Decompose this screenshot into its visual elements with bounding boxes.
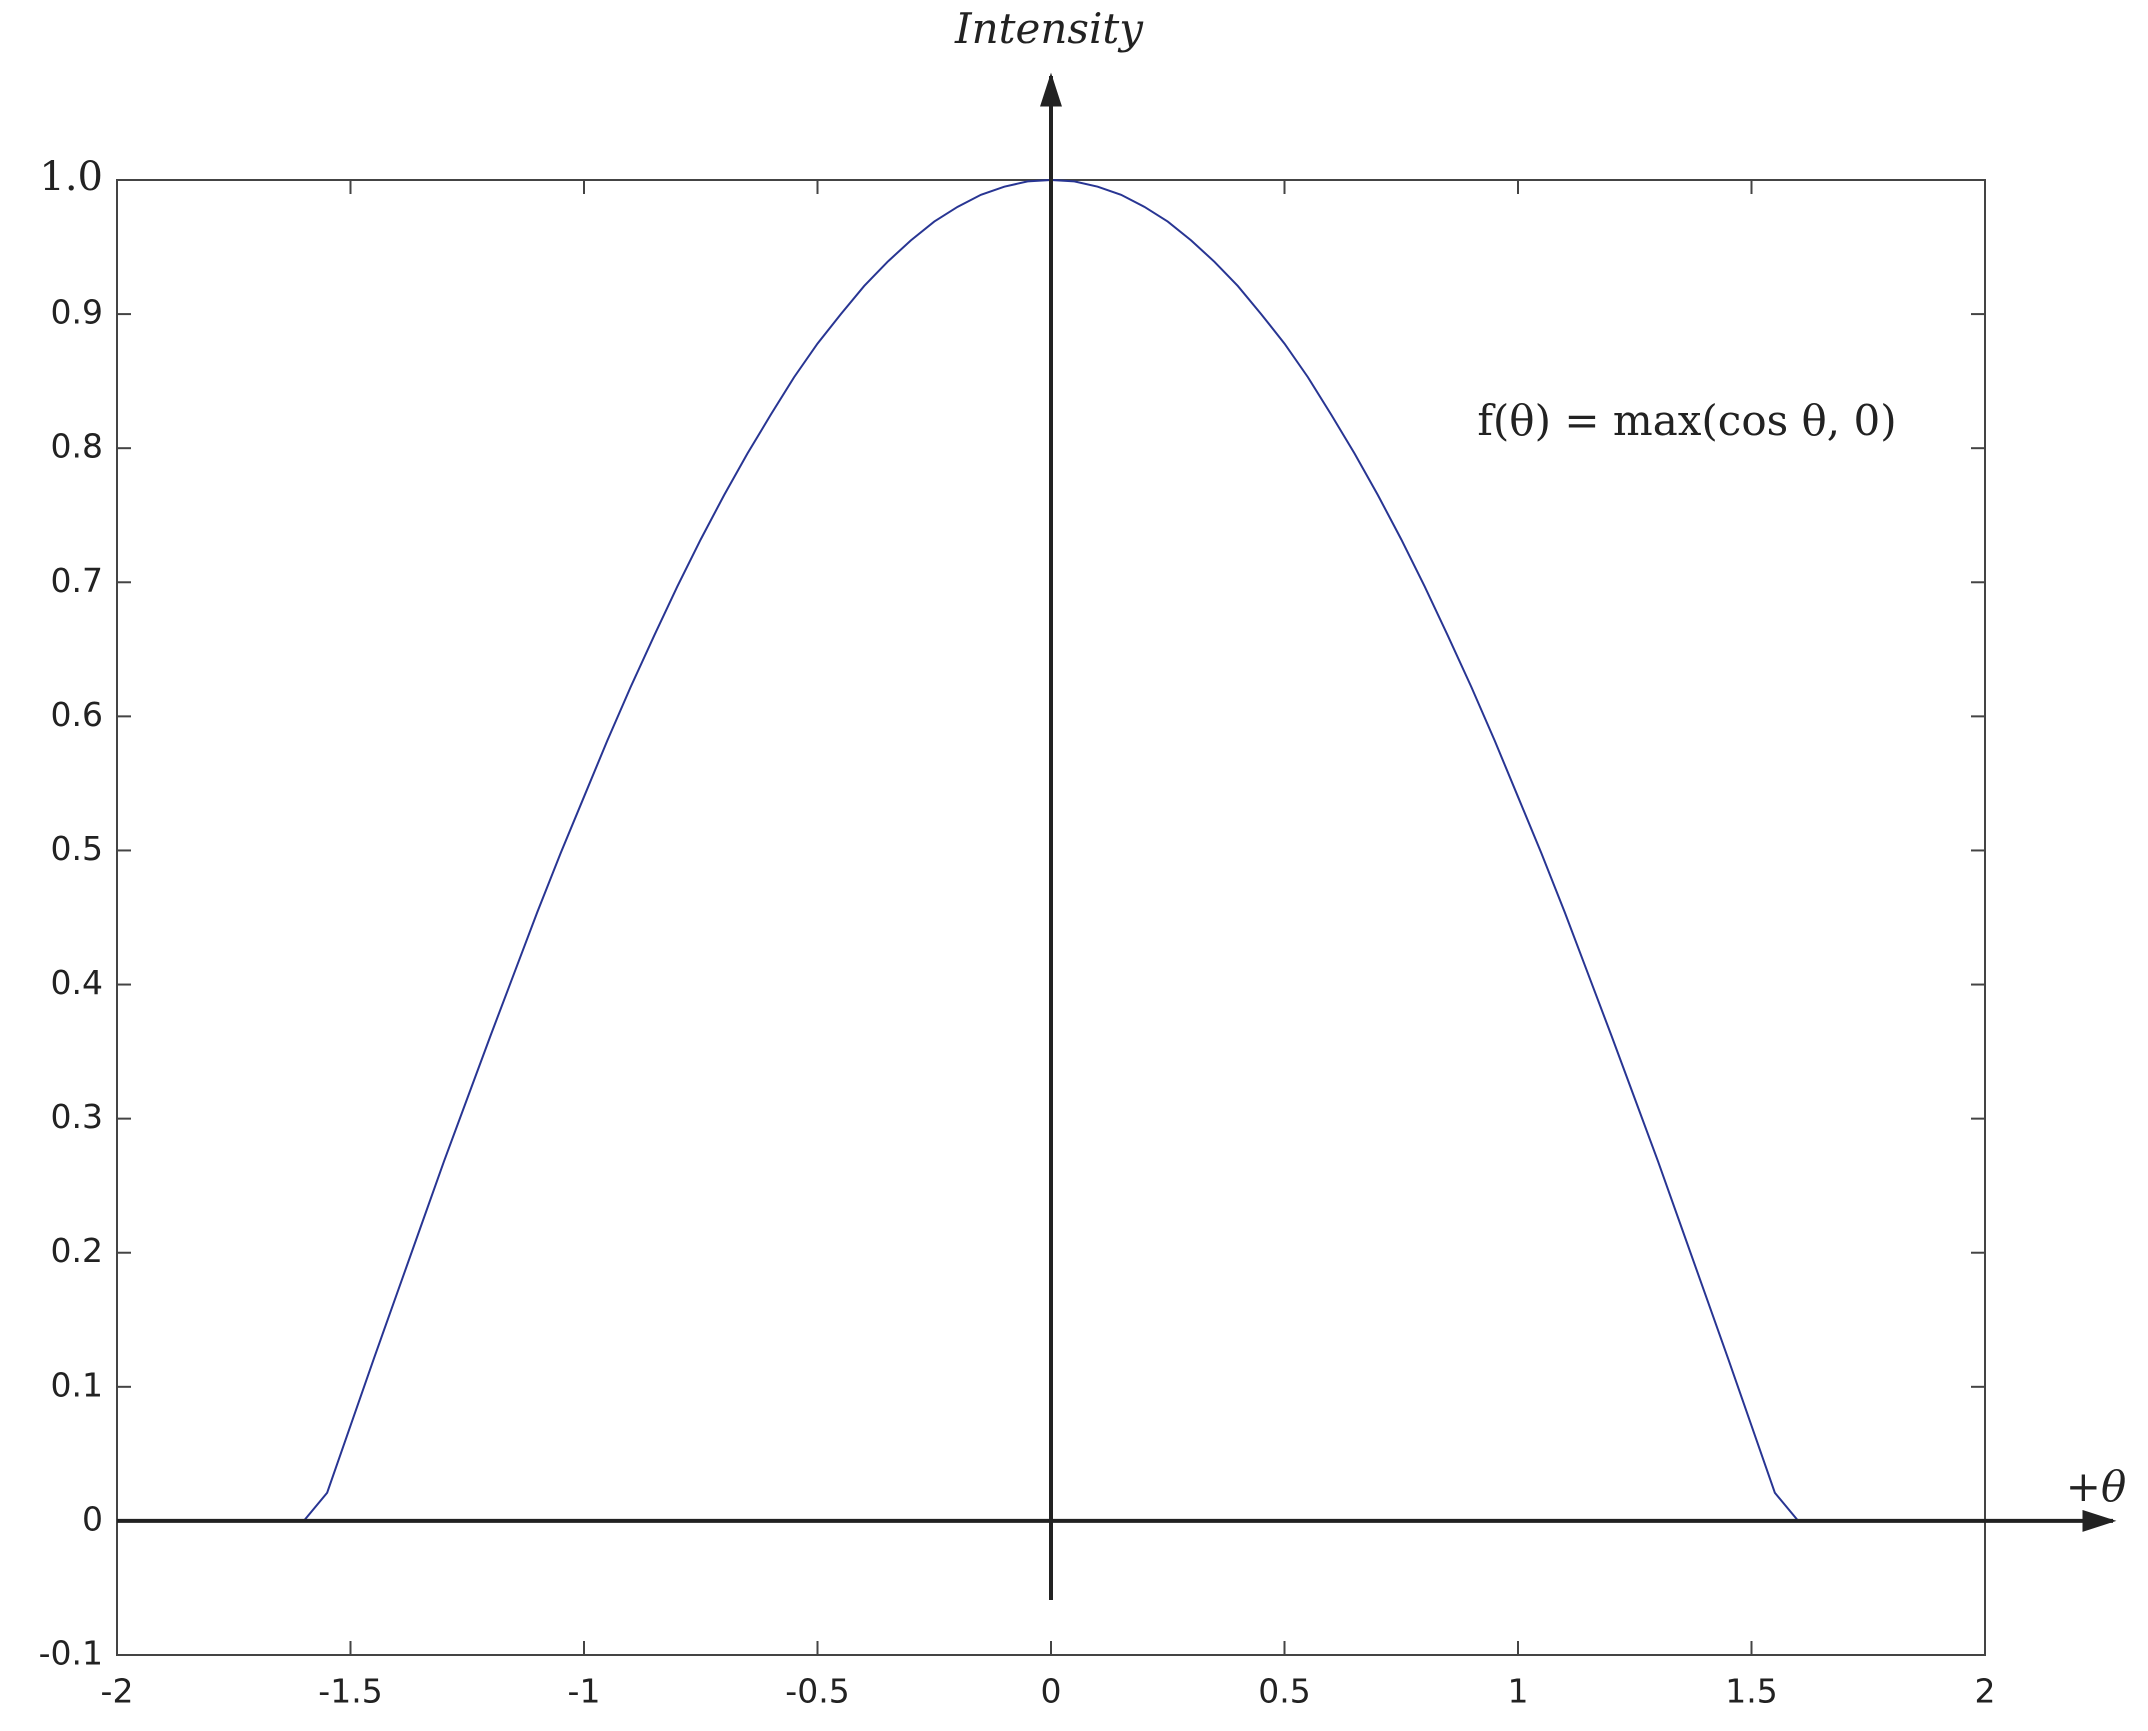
annotation: f(θ) = max(cos θ, 0)	[1477, 396, 1896, 445]
y-tick-label: 0.4	[51, 963, 103, 1002]
y-axis-label: Intensity	[954, 4, 1144, 53]
x-tick-label: -1	[568, 1672, 601, 1711]
y-tick-label: 1.0	[39, 154, 103, 200]
x-tick-label: -2	[101, 1672, 134, 1711]
x-tick-label: 2	[1975, 1672, 1996, 1711]
y-tick-label: 0.7	[51, 561, 103, 600]
y-tick-label: 0.8	[51, 427, 103, 466]
y-tick-label: 0.1	[51, 1365, 103, 1404]
y-tick-label: 0.5	[51, 829, 103, 868]
y-tick-label: 0.6	[51, 695, 103, 734]
x-tick-label: 0	[1041, 1672, 1062, 1711]
y-tick-label: 0.9	[51, 293, 103, 332]
y-tick-label: 0.2	[51, 1231, 103, 1270]
x-tick-label: 1	[1508, 1672, 1529, 1711]
x-tick-label: -1.5	[318, 1672, 382, 1711]
y-tick-label: 0.3	[51, 1097, 103, 1136]
y-tick-label: 0	[82, 1499, 103, 1538]
x-axis-label: +θ	[2066, 1462, 2126, 1511]
y-tick-label: -0.1	[39, 1634, 103, 1673]
x-tick-label: 0.5	[1258, 1672, 1310, 1711]
x-tick-label: -0.5	[785, 1672, 849, 1711]
x-tick-label: 1.5	[1725, 1672, 1777, 1711]
